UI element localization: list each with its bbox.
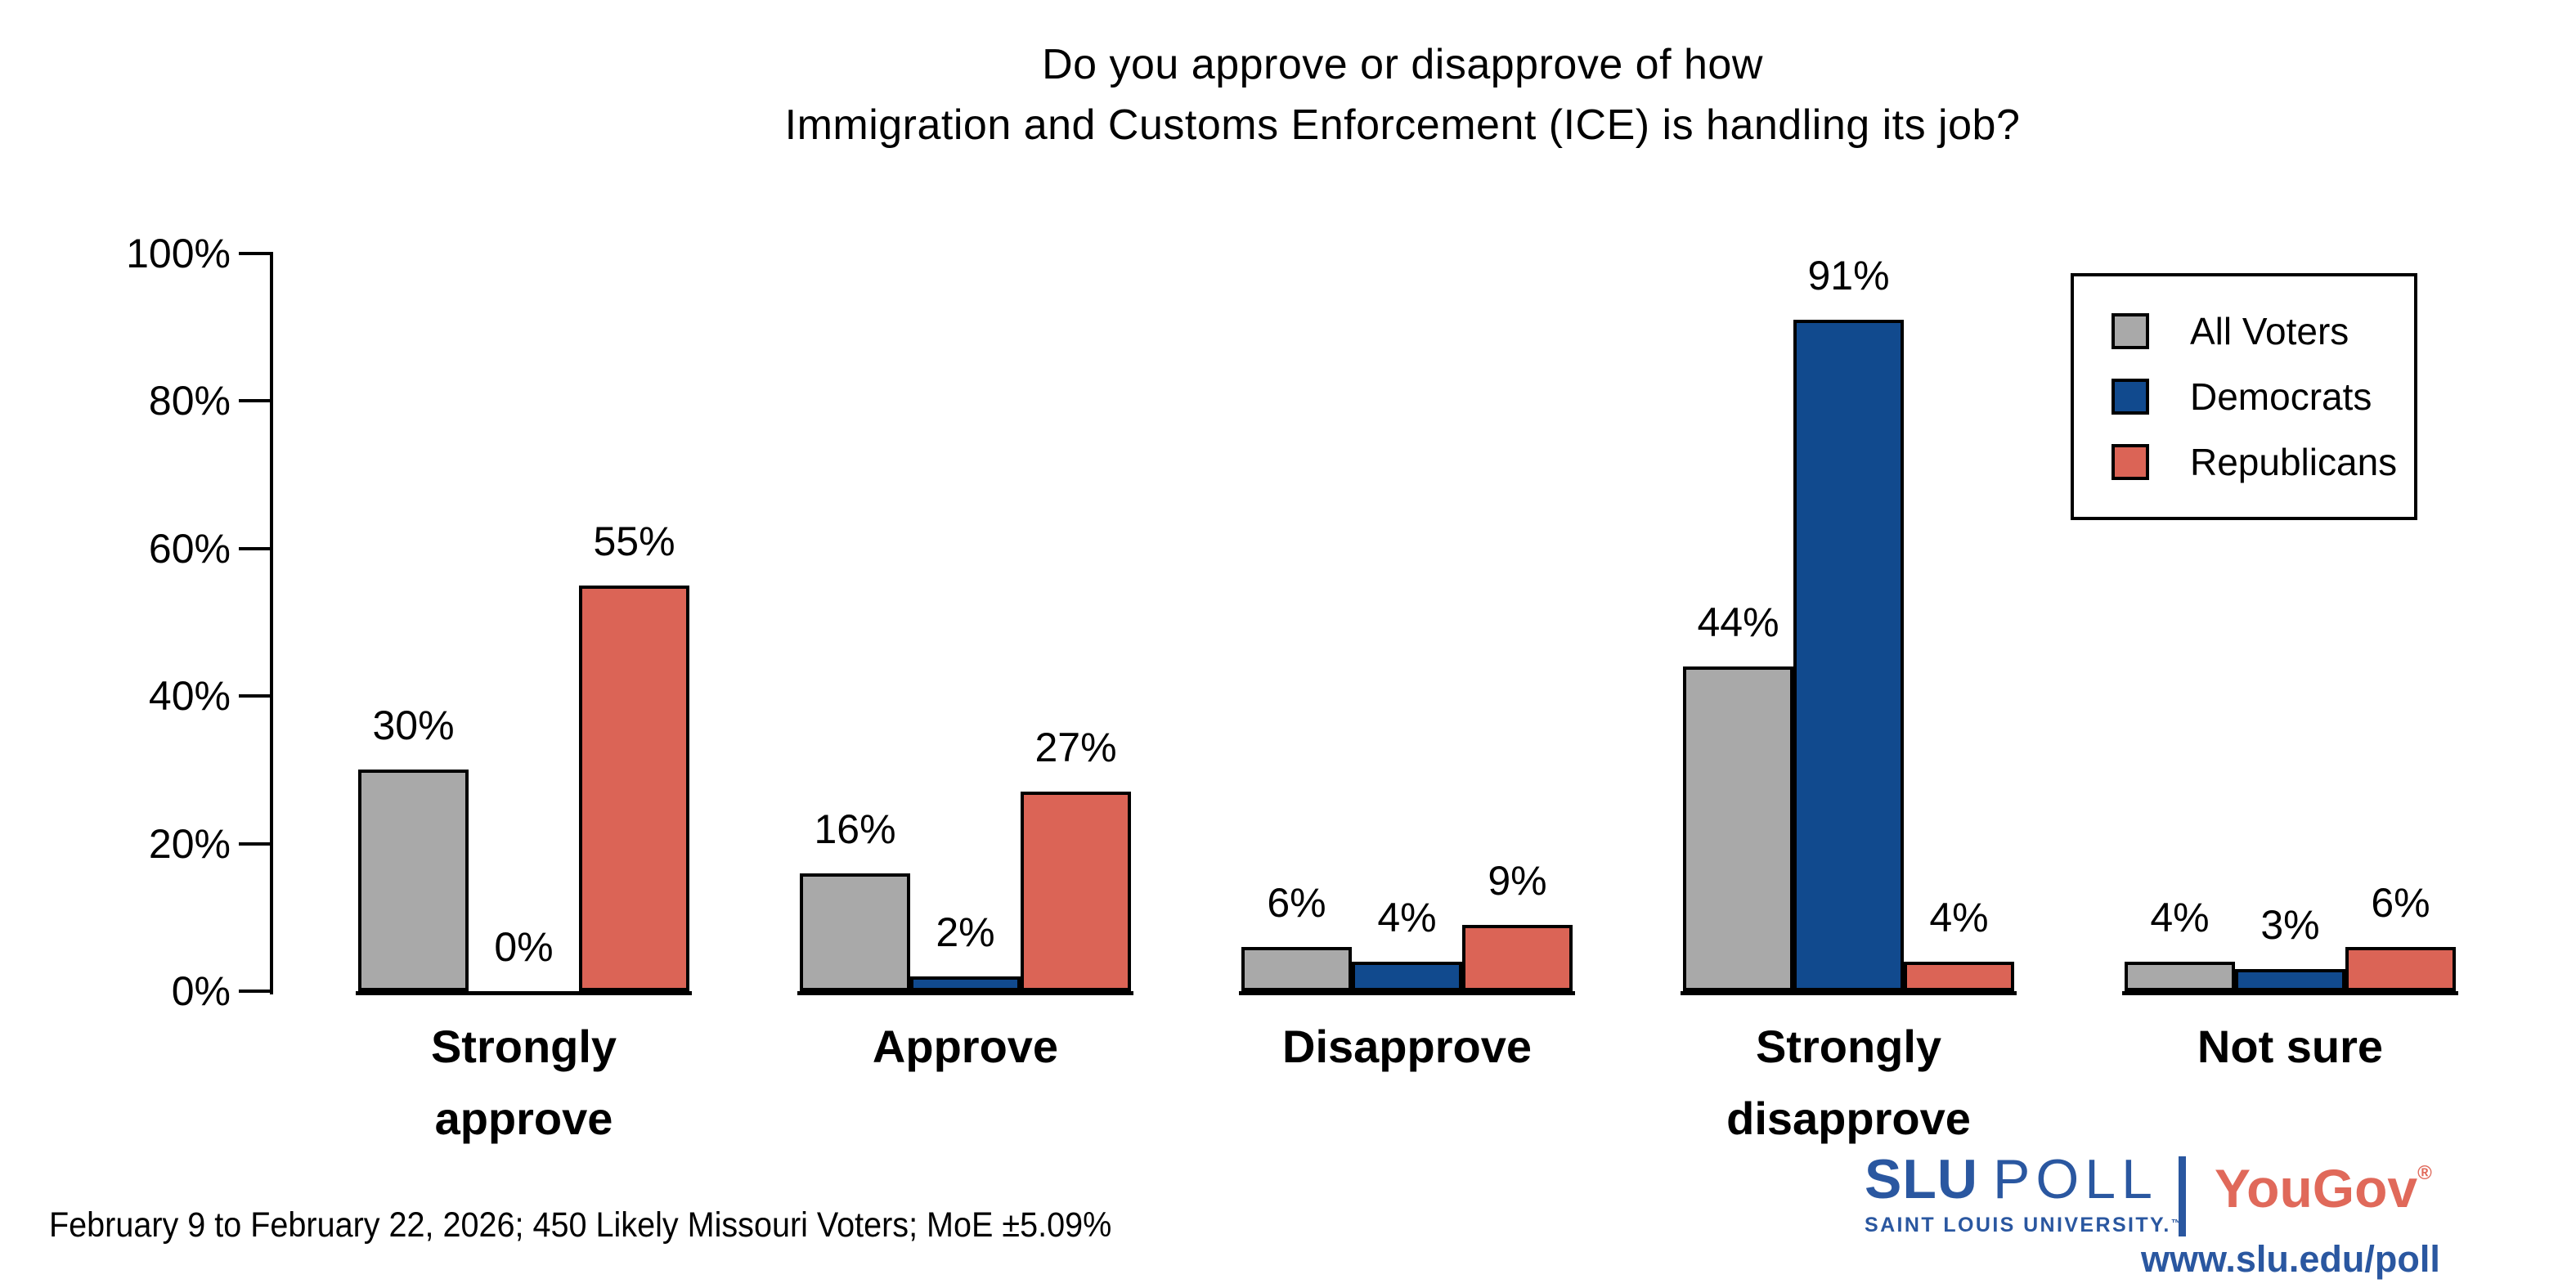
category-label-line: Strongly [430, 1021, 617, 1072]
bar [1904, 961, 2014, 991]
slu-poll-word: POLL [1993, 1148, 2158, 1210]
x-axis-baseline [2122, 991, 2458, 995]
legend: All Voters Democrats Republicans [2071, 273, 2417, 520]
bar [800, 873, 910, 991]
bar-value-label: 4% [2150, 894, 2210, 940]
legend-label: Democrats [2190, 375, 2372, 418]
bar [1021, 792, 1131, 991]
category-label: Strongly disapprove [1628, 1011, 2070, 1155]
category-label-line: Approve [872, 1021, 1059, 1072]
bar [1241, 946, 1352, 991]
logo-separator-bar [2179, 1156, 2186, 1236]
category-label-line: Strongly [1755, 1021, 1942, 1072]
y-axis-tick-label: 40% [148, 673, 231, 720]
bar-value-label: 6% [1267, 879, 1326, 926]
y-axis-tick-label: 20% [148, 820, 231, 867]
y-axis-line [270, 252, 273, 994]
bar [2235, 968, 2345, 991]
y-axis-tick-label: 80% [148, 378, 231, 424]
y-axis-tick-label: 100% [126, 231, 231, 276]
chart-title-line2: Immigration and Customs Enforcement (ICE… [784, 101, 2021, 149]
bar-value-label: 0% [494, 924, 554, 970]
bar-value-label: 6% [2371, 879, 2430, 926]
footer-note: February 9 to February 22, 2026; 450 Lik… [49, 1205, 1112, 1245]
category-label-line: disapprove [1726, 1093, 1971, 1144]
yougov-registered-symbol: ® [2417, 1162, 2432, 1184]
y-axis-tick [239, 252, 272, 255]
category-label: Approve [745, 1011, 1187, 1083]
y-axis-tick [239, 694, 272, 698]
slu-poll-wordmark: SLU POLL [1865, 1151, 2182, 1207]
bar-value-label: 2% [936, 909, 995, 955]
bar-value-label: 16% [814, 806, 896, 852]
legend-label: All Voters [2190, 310, 2349, 352]
bar-value-label: 30% [372, 702, 455, 749]
legend-label: Republicans [2190, 441, 2398, 483]
y-axis-tick-label: 0% [171, 968, 231, 1014]
bar [358, 770, 469, 991]
bar-value-label: 55% [593, 518, 675, 564]
x-axis-baseline [797, 991, 1133, 995]
legend-item: All Voters [2112, 309, 2414, 353]
bar-value-label: 44% [1697, 599, 1779, 646]
bar-value-label: 91% [1807, 253, 1890, 299]
legend-item: Republicans [2112, 440, 2414, 484]
bar-value-label: 3% [2260, 901, 2320, 948]
bar-value-label: 4% [1929, 894, 1989, 940]
slu-poll-logo: SLU POLL SAINT LOUIS UNIVERSITY.™ [1865, 1151, 2182, 1236]
y-axis-tick-label: 60% [148, 525, 231, 572]
y-axis-tick [239, 841, 272, 846]
legend-swatch [2112, 379, 2149, 415]
bar [1793, 320, 1904, 991]
yougov-logo: YouGov® [2215, 1161, 2432, 1215]
yougov-wordmark: YouGov [2215, 1158, 2418, 1218]
bar-value-label: 9% [1488, 857, 1547, 904]
bar [1462, 924, 1573, 991]
chart-title-line1: Do you approve or disapprove of how [1042, 41, 1763, 88]
category-label-line: Not sure [2197, 1021, 2384, 1072]
category-label-line: approve [434, 1093, 613, 1144]
bar [1683, 666, 1793, 991]
legend-item: Democrats [2112, 375, 2414, 419]
slu-poll-url[interactable]: www.slu.edu/poll [2141, 1238, 2440, 1280]
x-axis-baseline [356, 991, 692, 995]
x-axis-baseline [1239, 991, 1575, 995]
category-label: Disapprove [1187, 1011, 1628, 1083]
category-label: Not sure [2070, 1011, 2511, 1083]
bar [579, 585, 689, 991]
bar-value-label: 27% [1034, 725, 1117, 771]
x-axis-baseline [1681, 991, 2017, 995]
legend-swatch [2112, 313, 2149, 349]
legend-swatch [2112, 444, 2149, 480]
y-axis-tick [239, 990, 272, 993]
slu-subtitle: SAINT LOUIS UNIVERSITY.™ [1865, 1215, 2182, 1236]
slu-subtitle-text: SAINT LOUIS UNIVERSITY. [1865, 1214, 2171, 1236]
bar [1352, 961, 1462, 991]
bar [2345, 946, 2456, 991]
bar [2125, 961, 2235, 991]
slu-acronym: SLU [1865, 1148, 1978, 1210]
chart-title: Do you approve or disapprove of how Immi… [585, 34, 2220, 155]
bar [910, 976, 1021, 991]
y-axis-tick [239, 399, 272, 403]
category-label: Strongly approve [303, 1011, 745, 1155]
bar-value-label: 4% [1377, 894, 1437, 940]
y-axis-tick [239, 546, 272, 550]
category-label-line: Disapprove [1282, 1021, 1532, 1072]
